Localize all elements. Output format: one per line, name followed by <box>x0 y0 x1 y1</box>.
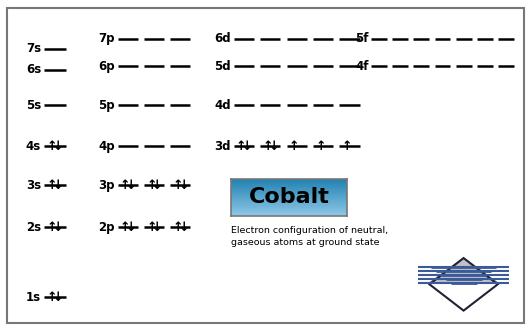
Text: 3p: 3p <box>98 179 115 192</box>
Text: 2p: 2p <box>98 221 115 234</box>
Text: ↑: ↑ <box>262 140 273 153</box>
Text: ↑: ↑ <box>173 179 183 192</box>
Text: 7s: 7s <box>26 42 41 55</box>
Text: 6d: 6d <box>215 32 231 45</box>
Text: ↓: ↓ <box>53 140 63 153</box>
Text: ↑: ↑ <box>47 291 57 304</box>
Text: 3s: 3s <box>26 179 41 192</box>
Text: ↓: ↓ <box>125 221 136 234</box>
Text: ↓: ↓ <box>53 179 63 192</box>
Text: ↑: ↑ <box>341 140 352 153</box>
Text: ↓: ↓ <box>178 179 189 192</box>
Text: 4p: 4p <box>98 140 115 153</box>
Text: 3d: 3d <box>215 140 231 153</box>
Text: ↓: ↓ <box>53 291 63 304</box>
Text: ↓: ↓ <box>152 221 162 234</box>
Text: ↓: ↓ <box>268 140 279 153</box>
Text: 2s: 2s <box>26 221 41 234</box>
Text: 6s: 6s <box>26 63 41 76</box>
Text: ↓: ↓ <box>152 179 162 192</box>
Text: 6p: 6p <box>98 60 115 73</box>
Text: ↓: ↓ <box>125 179 136 192</box>
Text: 5d: 5d <box>215 60 231 73</box>
Text: ↑: ↑ <box>173 221 183 234</box>
Text: ↑: ↑ <box>120 179 130 192</box>
Text: 4d: 4d <box>215 99 231 112</box>
Text: 7p: 7p <box>98 32 115 45</box>
Text: ↓: ↓ <box>178 221 189 234</box>
Text: 1s: 1s <box>26 291 41 304</box>
Text: ↓: ↓ <box>53 221 63 234</box>
Text: ↑: ↑ <box>47 140 57 153</box>
Text: ↑: ↑ <box>315 140 326 153</box>
Text: ↑: ↑ <box>146 179 157 192</box>
Text: 4f: 4f <box>355 60 369 73</box>
Text: 5f: 5f <box>355 32 369 45</box>
Text: ↑: ↑ <box>236 140 246 153</box>
Text: ↑: ↑ <box>146 221 157 234</box>
Text: ↑: ↑ <box>120 221 130 234</box>
Text: ↑: ↑ <box>47 221 57 234</box>
Text: Electron configuration of neutral,
gaseous atoms at ground state: Electron configuration of neutral, gaseo… <box>231 226 388 247</box>
Polygon shape <box>430 258 498 283</box>
Text: ↑: ↑ <box>289 140 299 153</box>
Text: ↑: ↑ <box>47 179 57 192</box>
Text: 5p: 5p <box>98 99 115 112</box>
Text: 4s: 4s <box>26 140 41 153</box>
Text: 5s: 5s <box>26 99 41 112</box>
Text: ↓: ↓ <box>242 140 252 153</box>
